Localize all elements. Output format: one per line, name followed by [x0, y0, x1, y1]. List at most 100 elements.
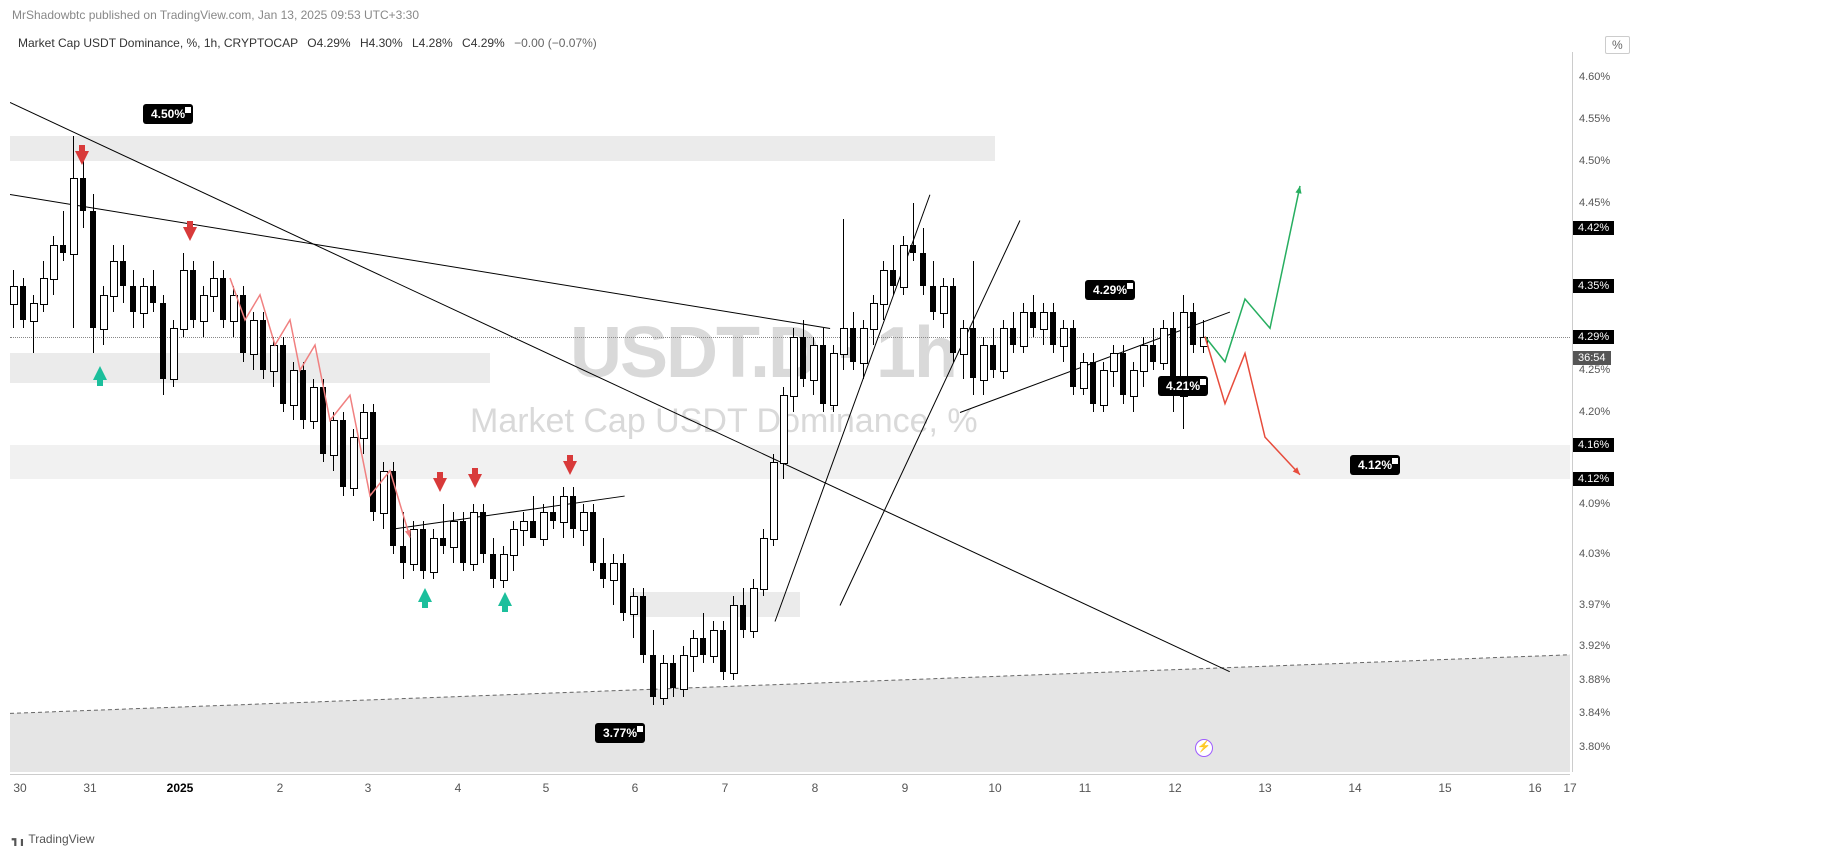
candle-body [840, 328, 848, 355]
tv-logo-icon: ┓╻ [12, 834, 25, 846]
price-label[interactable]: 4.29% [1085, 280, 1135, 300]
candle-body [100, 295, 108, 330]
candle-body [60, 245, 66, 253]
brand-text: TradingView [28, 832, 94, 846]
candle-body [20, 286, 26, 319]
x-tick-label: 13 [1258, 781, 1271, 795]
candle-body [310, 387, 318, 422]
candle-body [1190, 312, 1196, 345]
y-tick-label: 3.80% [1579, 741, 1610, 753]
price-axis-marker: 4.16% [1573, 438, 1614, 452]
candle-body [1090, 362, 1096, 404]
price-axis-marker: 4.42% [1573, 221, 1614, 235]
candle-body [330, 420, 338, 455]
candle-body [320, 387, 326, 454]
candle-body [510, 529, 518, 556]
candle-body [80, 178, 86, 211]
arrow-marker-icon [563, 461, 577, 475]
x-tick-label: 16 [1528, 781, 1541, 795]
candle-body [660, 663, 668, 698]
y-tick-label: 4.60% [1579, 71, 1610, 83]
chart-area[interactable]: USDT.D · 1hMarket Cap USDT Dominance, %4… [10, 52, 1570, 772]
candle-body [430, 538, 438, 573]
candle-body [470, 512, 478, 564]
x-tick-label: 2 [277, 781, 284, 795]
candle-body [140, 286, 148, 313]
candle-body [550, 512, 556, 520]
x-axis: 30312025234567891011121314151617 [10, 774, 1570, 805]
candle-body [1050, 312, 1056, 345]
candle-body [180, 270, 188, 331]
candle-body [1150, 345, 1156, 362]
price-label[interactable]: 4.50% [143, 104, 193, 124]
candle-body [790, 337, 798, 398]
candle-body [440, 538, 446, 546]
candle-body [610, 563, 618, 582]
candle-wick [443, 504, 444, 554]
candle-body [780, 395, 788, 464]
ohlc-c: C4.29% [462, 36, 505, 50]
candle-body [590, 512, 596, 562]
y-tick-label: 4.03% [1579, 548, 1610, 560]
y-tick-label: 4.20% [1579, 406, 1610, 418]
candle-body [160, 303, 166, 378]
candle-body [760, 538, 768, 590]
candle-body [860, 328, 868, 363]
candle-wick [63, 211, 64, 261]
candle-body [1030, 312, 1036, 329]
candle-body [220, 278, 226, 320]
lightning-icon[interactable]: ⚡ [1195, 739, 1213, 757]
candle-body [990, 345, 996, 370]
candle-body [950, 286, 956, 353]
candle-body [70, 178, 78, 255]
publisher-line: MrShadowbtc published on TradingView.com… [12, 8, 419, 22]
x-tick-label: 10 [988, 781, 1001, 795]
candle-body [270, 345, 278, 372]
arrow-marker-icon [498, 592, 512, 606]
candle-body [1020, 312, 1028, 347]
price-label[interactable]: 4.12% [1350, 455, 1400, 475]
candle-body [490, 554, 496, 579]
candle-body [830, 353, 838, 405]
x-tick-label: 30 [13, 781, 26, 795]
price-label[interactable]: 3.77% [595, 723, 645, 743]
candle-body [700, 638, 706, 655]
candle-body [720, 630, 726, 672]
arrow-marker-icon [433, 478, 447, 492]
candle-body [1140, 345, 1148, 372]
candle-body [400, 546, 406, 563]
x-tick-label: 9 [902, 781, 909, 795]
y-tick-label: 4.45% [1579, 197, 1610, 209]
candle-body [1000, 328, 1008, 372]
candle-body [150, 286, 156, 303]
candle-body [570, 496, 576, 529]
candle-body [1070, 328, 1076, 387]
candle-body [1080, 362, 1088, 389]
candle-body [10, 286, 18, 305]
candle-body [420, 529, 426, 571]
candle-body [1130, 370, 1138, 397]
candle-body [90, 211, 96, 328]
ohlc-l: L4.28% [412, 36, 453, 50]
candle-body [1010, 328, 1016, 345]
y-tick-label: 4.09% [1579, 498, 1610, 510]
ohlc-h: H4.30% [360, 36, 403, 50]
candle-body [460, 521, 466, 563]
candle-body [370, 412, 376, 512]
candle-body [630, 596, 638, 615]
candle-body [240, 295, 246, 354]
candle-body [620, 563, 626, 613]
candle-body [750, 588, 758, 632]
candle-body [940, 286, 948, 313]
candle-body [480, 512, 486, 554]
candle-body [1200, 337, 1208, 347]
candle-body [210, 278, 218, 297]
x-tick-label: 12 [1168, 781, 1181, 795]
y-axis: 4.60%4.55%4.50%4.45%4.42%4.35%4.29%4.25%… [1572, 52, 1643, 772]
candle-body [360, 412, 368, 439]
candle-body [640, 596, 646, 655]
candle-body [920, 253, 926, 286]
ohlc-o: O4.29% [307, 36, 350, 50]
candle-body [740, 605, 746, 630]
price-label[interactable]: 4.21% [1158, 376, 1208, 396]
